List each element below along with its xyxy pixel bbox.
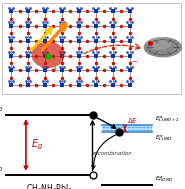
Text: $+$: $+$ — [52, 64, 59, 72]
Ellipse shape — [31, 42, 65, 68]
Text: recombination: recombination — [92, 151, 132, 156]
Text: $E^a_{LUMO}$: $E^a_{LUMO}$ — [155, 133, 173, 143]
Text: $-$: $-$ — [132, 57, 139, 63]
Text: $E^a_{LUMO+2}$: $E^a_{LUMO+2}$ — [155, 114, 180, 124]
Circle shape — [148, 38, 170, 49]
Bar — [102, 125, 152, 132]
Text: $E_g$: $E_g$ — [31, 138, 44, 152]
Text: $E^a_{HOMO}$: $E^a_{HOMO}$ — [155, 175, 174, 184]
Text: $\Delta E$: $\Delta E$ — [127, 116, 138, 125]
Circle shape — [144, 38, 181, 57]
FancyBboxPatch shape — [2, 3, 181, 94]
Text: CH$_3$NH$_3$PbI$_3$: CH$_3$NH$_3$PbI$_3$ — [26, 182, 72, 189]
Text: $E^d_{HOMO}$: $E^d_{HOMO}$ — [0, 159, 4, 174]
Text: $E^d_{LUMO}$: $E^d_{LUMO}$ — [0, 99, 4, 114]
